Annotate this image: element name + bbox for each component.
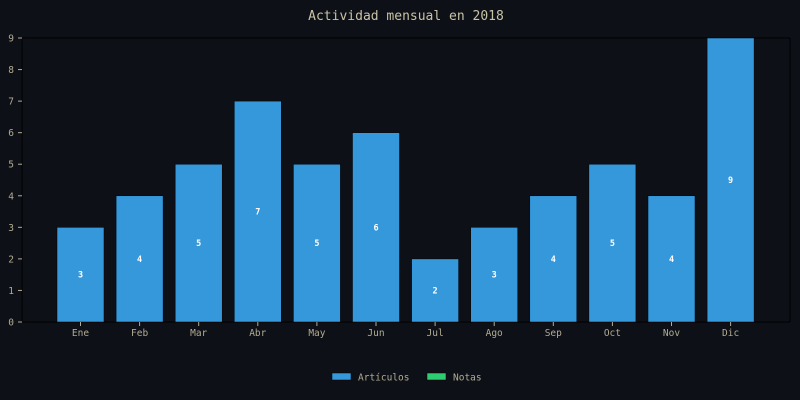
bar-value-label: 3 [492,271,497,281]
x-tick-label: May [308,328,325,339]
y-tick-label: 6 [8,128,14,139]
bar-value-label: 5 [314,239,319,249]
y-tick-label: 5 [8,160,14,171]
bar-value-label: 9 [728,176,733,186]
bar-jul [411,258,459,323]
y-tick-label: 0 [8,318,14,329]
bar-abr [234,100,282,323]
bar-oct [588,163,637,323]
bar-nov [647,195,696,323]
bar-sep [529,195,578,323]
bar-ago [470,227,518,323]
x-tick-label: Dic [722,328,739,339]
bar-value-label: 5 [196,239,201,249]
legend-label-1: Artículos [358,373,409,384]
bar-value-label: 2 [433,286,438,296]
bar-value-label: 6 [373,223,378,233]
bar-feb [115,195,164,323]
x-tick-label: Sep [545,328,562,339]
x-tick-label: Oct [604,328,621,339]
legend-label-2: Notas [453,373,482,384]
bar-value-label: 4 [137,255,142,265]
x-tick-label: Jul [427,328,444,339]
legend-swatch-2 [426,372,447,381]
x-tick-label: Ene [72,328,89,339]
plot-area: 0 1 2 3 4 5 6 7 8 9 3 Ene 4 Feb 5 Mar 7 Abr 5 May 6 Jun 2 Jul 3 A… [8,34,791,339]
plot-frame [21,37,791,323]
x-tick-label: Abr [249,328,266,339]
bar-dic [706,37,755,323]
bar-may [293,163,341,323]
bar-jun [352,132,400,323]
y-tick-label: 2 [8,254,14,265]
y-tick-label: 8 [8,65,14,76]
x-tick-label: Nov [663,328,680,339]
bar-value-label: 7 [255,208,260,218]
bar-value-label: 4 [669,255,674,265]
y-tick-label: 1 [8,286,14,297]
y-tick-label: 7 [8,97,14,108]
bar-value-label: 3 [78,271,83,281]
y-tick-label: 4 [8,191,14,202]
bar-value-label: 4 [551,255,556,265]
y-tick-label: 3 [8,223,14,234]
bar-ene [56,227,105,323]
y-tick-label: 9 [8,34,14,45]
bar-value-label: 5 [610,239,615,249]
chart-title: Actividad mensual en 2018 [308,9,504,24]
x-tick-label: Ago [486,328,503,339]
x-tick-label: Feb [131,328,148,339]
x-tick-label: Mar [190,328,207,339]
legend: Artículos Notas [331,372,482,384]
legend-swatch-1 [331,372,352,381]
x-tick-label: Jun [367,328,384,339]
